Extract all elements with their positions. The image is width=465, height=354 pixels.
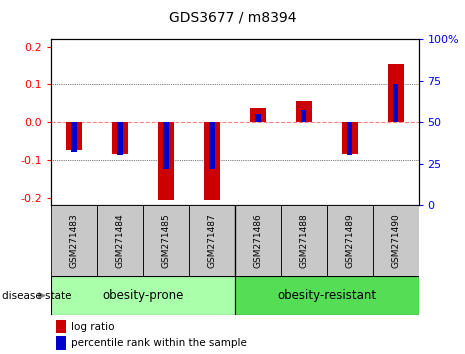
Bar [387,63,404,122]
Bar [250,108,266,122]
Text: obesity-prone: obesity-prone [102,289,184,302]
Bar [56,336,66,349]
Bar [143,205,189,276]
Text: GSM271483: GSM271483 [70,213,79,268]
Bar [66,122,82,150]
Text: GSM271485: GSM271485 [161,213,171,268]
Bar [372,205,418,276]
Text: GSM271487: GSM271487 [207,213,216,268]
Text: GDS3677 / m8394: GDS3677 / m8394 [169,11,296,25]
Text: GSM271486: GSM271486 [253,213,262,268]
Bar [255,114,260,122]
Bar [71,122,77,152]
Bar [296,101,312,122]
Text: log ratio: log ratio [71,322,114,332]
Bar [235,205,281,276]
Bar [209,122,215,169]
Text: GSM271484: GSM271484 [115,213,125,268]
Bar [112,122,128,154]
Bar [301,110,306,122]
Bar [97,205,143,276]
Bar [163,122,169,169]
Text: percentile rank within the sample: percentile rank within the sample [71,338,246,348]
Bar [342,122,358,154]
Text: obesity-resistant: obesity-resistant [277,289,376,302]
Text: disease state: disease state [2,291,72,301]
Bar [51,276,235,315]
Text: GSM271488: GSM271488 [299,213,308,268]
Bar [51,205,97,276]
Bar [281,205,326,276]
Bar [204,122,220,200]
Bar [56,320,66,333]
Text: GSM271489: GSM271489 [345,213,354,268]
Text: GSM271490: GSM271490 [391,213,400,268]
Bar [347,122,352,155]
Bar [117,122,123,155]
Bar [189,205,235,276]
Bar [393,84,399,122]
Bar [158,122,174,200]
Bar [326,205,372,276]
Bar [235,276,418,315]
